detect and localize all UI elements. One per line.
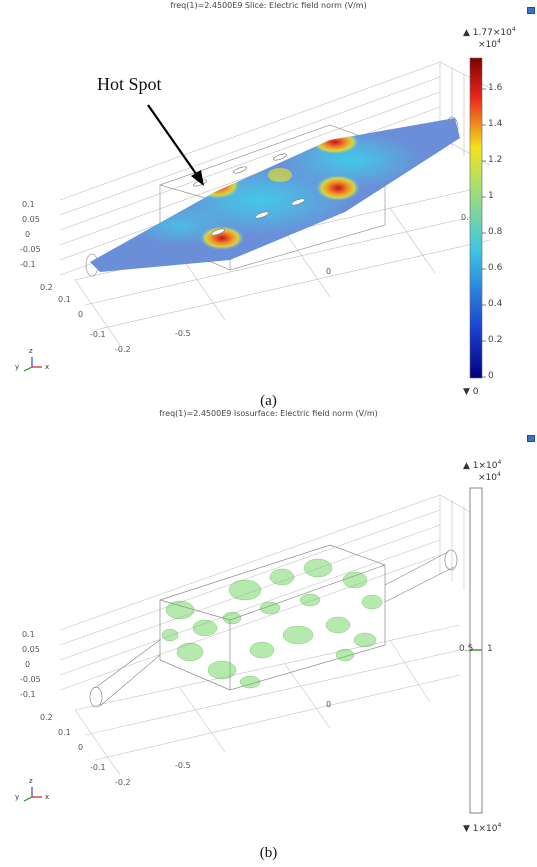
tick-label: 0.: [461, 213, 469, 222]
panel-a-colorbar: [469, 57, 483, 379]
panel-b-axis-ticks: 0.1 0.05 0 -0.05 -0.1 0.2 0.1 0 -0.1 -0.…: [20, 630, 331, 787]
tick-label: 0: [78, 743, 83, 752]
colorbar-tick-label: 1: [488, 191, 494, 201]
tick-label: 0.2: [40, 713, 53, 722]
tick-label: -0.5: [175, 329, 191, 338]
panel-b-colorbar-mid-label: 1: [487, 644, 493, 654]
tick-label: 0: [25, 230, 30, 239]
colorbar-tick-label: 0: [488, 371, 494, 381]
tick-label: 0.1: [22, 630, 35, 639]
tick-label: 0.2: [40, 283, 53, 292]
triad-y-label: y: [15, 363, 20, 371]
panel-b-isosurfaces: [161, 558, 383, 689]
hotspot-label: Hot Spot: [97, 74, 162, 94]
tick-label: 0: [25, 660, 30, 669]
panel-b-colorbar-max: ▲ 1×104: [463, 459, 502, 471]
tick-label: 0.1: [22, 200, 35, 209]
triad-z-label: z: [29, 777, 33, 785]
colorbar-tick-label: 1.4: [488, 119, 503, 129]
panel-b-colorbar-side-label: 0.5: [459, 644, 474, 654]
tick-label: 0.05: [22, 645, 40, 654]
panel-b-grid: [59, 494, 471, 776]
tick-label: 0.1: [58, 295, 71, 304]
panel-a-axis-ticks: 0.1 0.05 0 -0.05 -0.1 0.2 0.1 0 -0.1 -0.…: [20, 200, 469, 354]
tick-label: 0: [326, 700, 331, 709]
triad-z-label: z: [29, 347, 33, 355]
triad-x-label: x: [45, 363, 50, 371]
panel-b-colorbar-scale: ×104: [478, 471, 501, 483]
tick-label: 0: [78, 310, 83, 319]
hotspot-arrow: [147, 104, 204, 186]
panel-b-colorbar-min: ▼ 1×104: [463, 822, 502, 834]
panel-b-title: freq(1)=2.4500E9 Isosurface: Electric fi…: [159, 409, 378, 418]
tick-label: -0.05: [20, 675, 41, 684]
colorbar-tick-label: 1.6: [488, 83, 503, 93]
panel-a-colorbar-min: ▼ 0: [463, 387, 479, 397]
tick-label: -0.5: [175, 761, 191, 770]
tick-label: -0.2: [115, 778, 131, 787]
triad-y-label: y: [15, 793, 20, 801]
panel-a-corner-icon[interactable]: [527, 7, 535, 14]
tick-label: -0.1: [20, 260, 36, 269]
tick-label: -0.1: [90, 763, 106, 772]
tick-label: -0.1: [20, 690, 36, 699]
panel-b-corner-icon[interactable]: [527, 435, 535, 442]
triad-x-label: x: [45, 793, 50, 801]
panel-a-plot: 0.1 0.05 0 -0.05 -0.1 0.2 0.1 0 -0.1 -0.…: [20, 57, 491, 379]
colorbar-tick-label: 0.8: [488, 227, 503, 237]
colorbar-tick-label: 0.2: [488, 335, 503, 345]
panel-a-colorbar-ticks: [482, 88, 486, 378]
colorbar-tick-label: 0.4: [488, 299, 503, 309]
colorbar-tick-label: 1.2: [488, 155, 503, 165]
colorbar-tick-label: 0.6: [488, 263, 503, 273]
tick-label: 0.05: [22, 215, 40, 224]
panel-b-caption: (b): [259, 845, 278, 861]
panel-b-cavity: [89, 544, 458, 708]
tick-label: 0: [326, 267, 331, 276]
panel-a-caption: (a): [260, 393, 277, 409]
tick-label: -0.2: [115, 345, 131, 354]
panel-a-slice: [90, 118, 460, 272]
panel-a-title: freq(1)=2.4500E9 Slice: Electric field n…: [170, 1, 367, 10]
tick-label: 0.1: [58, 728, 71, 737]
panel-a-axis-triad: [23, 357, 42, 372]
tick-label: -0.1: [90, 330, 106, 339]
tick-label: -0.05: [20, 245, 41, 254]
panel-a-colorbar-max: ▲ 1.77×104: [463, 26, 516, 38]
panel-b-axis-triad: [23, 787, 42, 802]
panel-a-colorbar-scale: ×104: [478, 38, 501, 50]
